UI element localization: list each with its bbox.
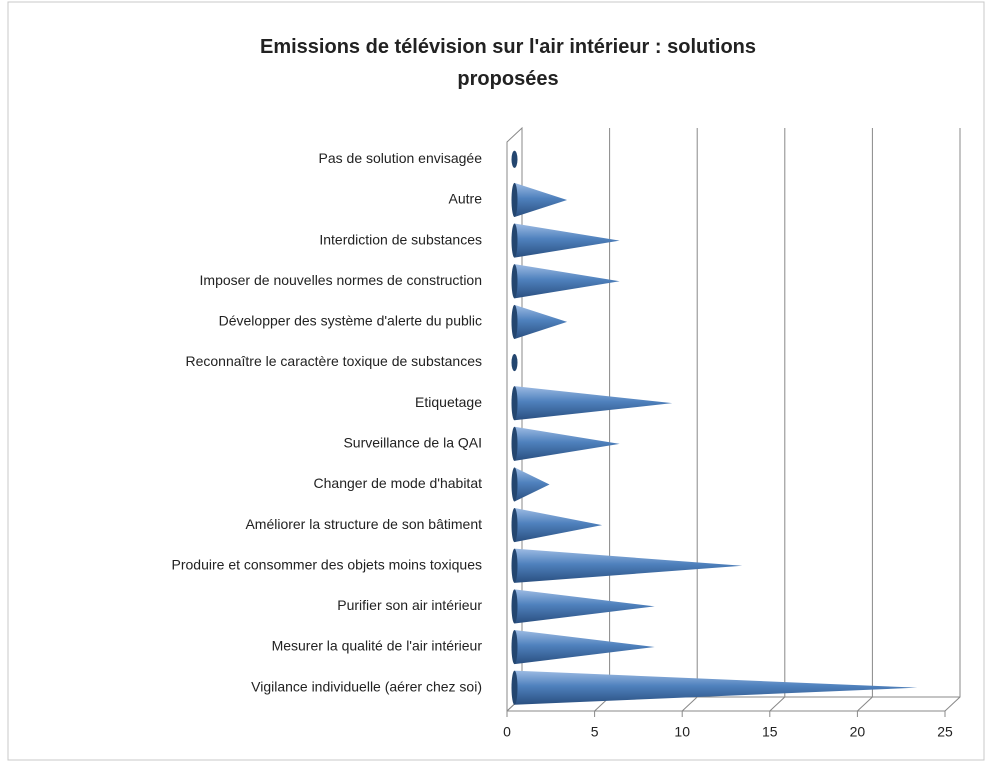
cone-part [511,264,518,299]
y-tick-label: Produire et consommer des objets moins t… [172,556,482,572]
grid-line [594,128,611,712]
cone-part [514,182,568,218]
x-tick-label: 15 [762,724,778,740]
grid-line [944,128,961,712]
y-tick-label: Développer des système d'alerte du publi… [219,313,482,329]
cone [511,150,518,168]
cone [511,589,655,624]
cone [511,629,655,665]
y-tick-label: Surveillance de la QAI [343,435,482,451]
cone-part [511,548,518,583]
x-tick-label: 5 [591,724,599,740]
cone-part [511,629,518,665]
y-tick-label: Mesurer la qualité de l'air intérieur [272,638,483,654]
cone [511,304,568,339]
cone-part [511,304,518,339]
chart-title: Emissions de télévision sur l'air intéri… [260,36,756,90]
cone-part [511,670,518,705]
cone [511,264,620,299]
x-tick-label: 0 [503,724,511,740]
cone [511,182,568,218]
cone-part [514,386,673,421]
cone-part [511,386,518,421]
cone-part [511,508,518,543]
cone-part [514,670,918,705]
title-line: proposées [457,68,558,90]
cone-part [514,304,568,339]
cone-part [514,467,550,502]
y-tick-label: Pas de solution envisagée [319,150,483,166]
cone [511,508,603,543]
cone-part [514,223,620,258]
y-tick-label: Vigilance individuelle (aérer chez soi) [251,678,482,694]
y-tick-label: Autre [449,191,483,207]
y-tick-label: Purifier son air intérieur [337,597,482,613]
cone-part [511,354,518,372]
frame [7,1,985,761]
cone-part [511,223,518,258]
cone [511,426,620,461]
cone-part [511,467,518,502]
cone [511,386,673,421]
grid-line [857,128,873,712]
cone [511,670,918,705]
title-line: Emissions de télévision sur l'air intéri… [260,36,756,58]
y-tick-label: Interdiction de substances [319,231,482,247]
cone [511,467,550,502]
cone [511,548,743,583]
cone-part [511,150,518,168]
y-tick-label: Imposer de nouvelles normes de construct… [200,272,482,288]
y-tick-label: Changer de mode d'habitat [314,475,483,491]
y-tick-label: Reconnaître le caractère toxique de subs… [185,353,482,369]
cone-part [511,426,518,461]
cone-part [511,182,518,218]
x-tick-label: 10 [674,724,690,740]
grid-line [769,128,786,712]
cone-part [514,426,620,461]
cone-part [511,589,518,624]
cone-part [514,629,655,665]
y-tick-label: Etiquetage [415,394,482,410]
x-tick-label: 20 [850,724,866,740]
cone-part [514,508,603,543]
cone [511,223,620,258]
cone [511,354,518,372]
grid-line [681,128,698,712]
cone-part [514,548,743,583]
cone-part [514,589,655,624]
y-tick-label: Améliorer la structure de son bâtiment [245,516,482,532]
cone-part [514,264,620,299]
x-tick-label: 25 [937,724,953,740]
